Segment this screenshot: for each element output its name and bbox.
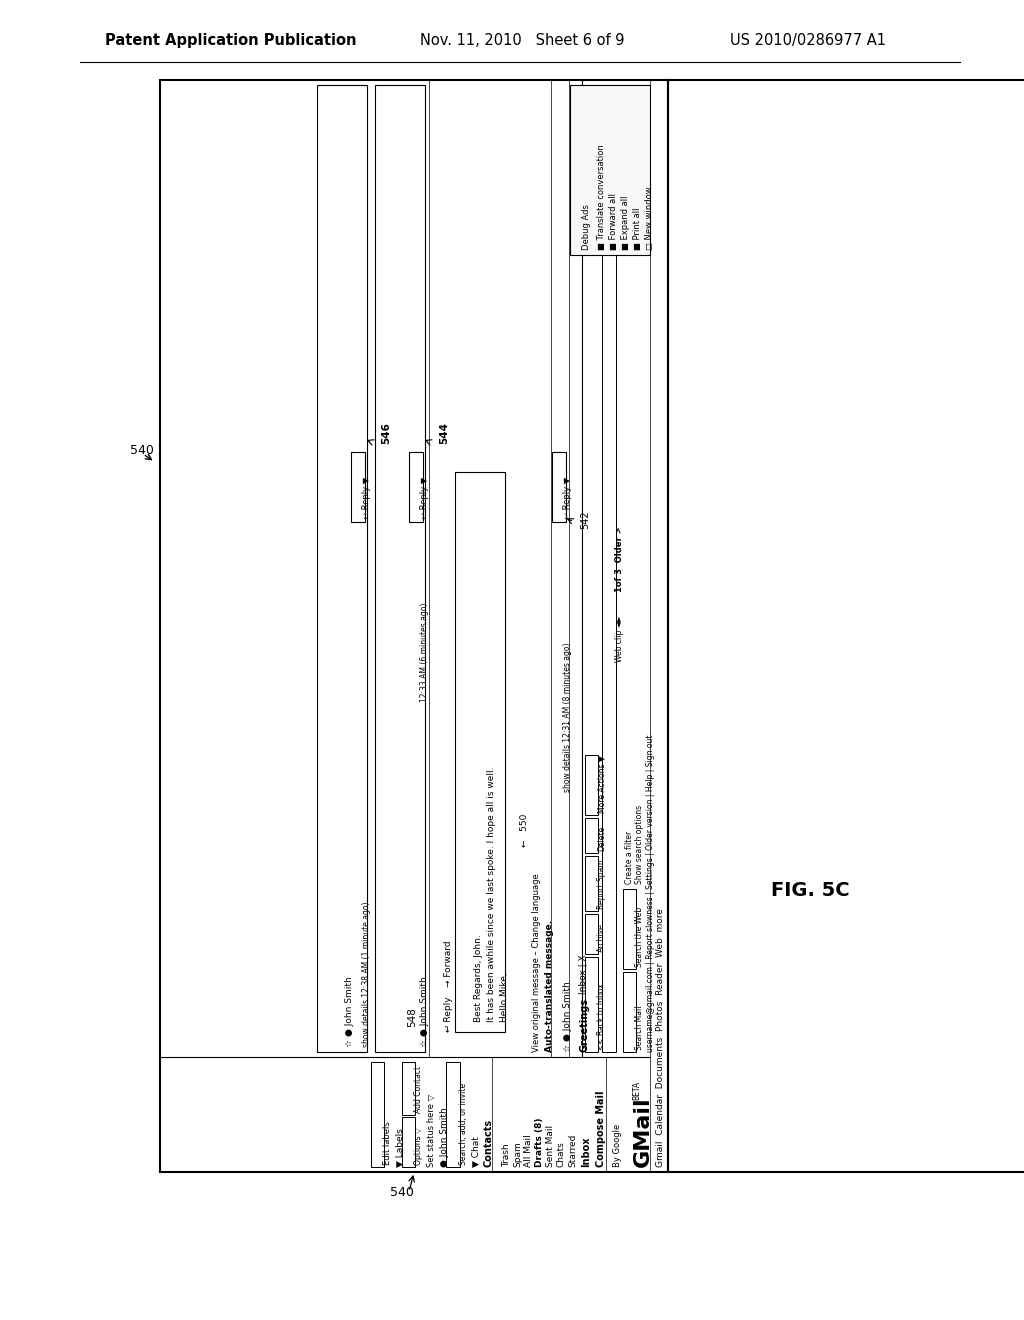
Text: show details 12:31 AM (8 minutes ago): show details 12:31 AM (8 minutes ago) [563, 643, 572, 792]
Bar [552, 451, 566, 521]
Text: Debug Ads: Debug Ads [582, 205, 591, 249]
Bar [585, 957, 598, 1052]
Text: ↩ Reply ▼: ↩ Reply ▼ [362, 477, 371, 519]
Text: Trash: Trash [502, 1143, 511, 1167]
Text: Best Regards, John.: Best Regards, John. [474, 935, 483, 1022]
Text: ■ Expand all: ■ Expand all [621, 195, 630, 249]
Text: Compose Mail: Compose Mail [596, 1090, 606, 1167]
Bar [371, 1063, 384, 1167]
Text: Starred: Starred [568, 1134, 577, 1167]
Bar [317, 84, 367, 1052]
Text: 546: 546 [381, 422, 391, 444]
Text: View original message – Change language: View original message – Change language [532, 874, 541, 1052]
Text: FIG. 5C: FIG. 5C [771, 880, 849, 899]
Text: → Forward: → Forward [444, 940, 453, 987]
Text: username@gmail.com | Report slowness | Settings | Older version | Help | Sign ou: username@gmail.com | Report slowness | S… [646, 734, 655, 1052]
Text: 540: 540 [130, 444, 154, 457]
Text: Report Spam: Report Spam [597, 859, 606, 909]
Text: Options ▽: Options ▽ [414, 1127, 423, 1166]
Text: By Google: By Google [613, 1123, 622, 1167]
Text: ▼ Labels: ▼ Labels [396, 1129, 406, 1167]
Bar [402, 1117, 415, 1167]
Bar [585, 913, 598, 954]
Text: Nov. 11, 2010   Sheet 6 of 9: Nov. 11, 2010 Sheet 6 of 9 [420, 33, 625, 48]
Text: Gmail  Calendar  Documents  Photos  Reader  Web  more: Gmail Calendar Documents Photos Reader W… [656, 908, 665, 1167]
Text: It has been awhile since we last spoke. I hope all is well.: It has been awhile since we last spoke. … [487, 767, 496, 1022]
Text: Sent Mail: Sent Mail [546, 1125, 555, 1167]
Text: More Actions ▼: More Actions ▼ [597, 755, 606, 813]
Text: BETA: BETA [632, 1081, 641, 1100]
Text: Auto-translated message.: Auto-translated message. [545, 920, 554, 1052]
Text: << Back to Inbox: << Back to Inbox [597, 983, 606, 1049]
Text: Hello Mike,: Hello Mike, [500, 973, 509, 1022]
Bar [585, 818, 598, 853]
Text: Show search options: Show search options [635, 805, 644, 884]
Bar [602, 84, 616, 1052]
Bar [446, 1063, 460, 1167]
Text: Inbox: Inbox [581, 1137, 591, 1167]
Text: 542: 542 [580, 511, 590, 529]
Bar [668, 81, 1024, 1172]
Text: Inbox | X: Inbox | X [579, 954, 588, 994]
Text: Archive: Archive [597, 923, 606, 952]
Text: Set status here ▽: Set status here ▽ [427, 1094, 436, 1167]
Bar [455, 473, 505, 1032]
Text: Greetings: Greetings [579, 998, 589, 1052]
Text: ↩ Reply ▼: ↩ Reply ▼ [563, 477, 572, 519]
Text: Search the Web: Search the Web [635, 907, 644, 968]
Text: 540: 540 [390, 1185, 414, 1199]
Text: GMail: GMail [633, 1097, 653, 1167]
Text: Delete: Delete [597, 826, 606, 851]
Text: ☆ ● John Smith: ☆ ● John Smith [345, 977, 354, 1047]
Text: 544: 544 [439, 422, 449, 444]
Text: Spam: Spam [513, 1142, 522, 1167]
Text: Search, add, or invite: Search, add, or invite [459, 1082, 468, 1166]
Bar [623, 888, 636, 969]
Text: Chats: Chats [557, 1142, 566, 1167]
Bar [351, 451, 365, 521]
Text: Patent Application Publication: Patent Application Publication [105, 33, 356, 48]
Text: show details 12:38 AM (1 minute ago): show details 12:38 AM (1 minute ago) [362, 902, 371, 1047]
Text: ↩ Reply ▼: ↩ Reply ▼ [420, 477, 429, 519]
Text: ● John Smith: ● John Smith [440, 1107, 449, 1167]
Text: ■ Translate conversation: ■ Translate conversation [597, 144, 606, 249]
Bar [409, 451, 423, 521]
Text: ▼ Chat: ▼ Chat [472, 1137, 481, 1167]
Text: Edit labels: Edit labels [383, 1121, 392, 1166]
Text: Create a filter: Create a filter [625, 830, 634, 884]
Text: ■ Forward all: ■ Forward all [609, 193, 618, 249]
Text: 1of 3  Older >: 1of 3 Older > [615, 527, 624, 591]
Text: Add Contact: Add Contact [414, 1065, 423, 1113]
Text: ↩ Reply: ↩ Reply [444, 997, 453, 1032]
Bar [585, 755, 598, 814]
Text: Web clip ◄►: Web clip ◄► [615, 615, 624, 663]
Text: 12:33 AM (6 minutes ago): 12:33 AM (6 minutes ago) [420, 603, 429, 702]
Text: □ New window: □ New window [645, 186, 654, 249]
Text: Drafts (8): Drafts (8) [535, 1118, 544, 1167]
Bar [570, 84, 650, 255]
Text: US 2010/0286977 A1: US 2010/0286977 A1 [730, 33, 886, 48]
Text: ☆ ● John Smith: ☆ ● John Smith [420, 977, 429, 1047]
Bar [375, 84, 425, 1052]
Bar [160, 81, 668, 1172]
Text: ☆ ● John Smith: ☆ ● John Smith [563, 981, 572, 1052]
Text: All Mail: All Mail [524, 1134, 534, 1167]
Text: ←   550: ← 550 [520, 813, 529, 847]
Bar [402, 1063, 415, 1115]
Text: ■ Print all: ■ Print all [633, 207, 642, 249]
Text: Contacts: Contacts [484, 1119, 494, 1167]
Bar [585, 855, 598, 911]
Text: Search Mail: Search Mail [635, 1006, 644, 1049]
Bar [623, 972, 636, 1052]
Text: 548: 548 [407, 1007, 417, 1027]
